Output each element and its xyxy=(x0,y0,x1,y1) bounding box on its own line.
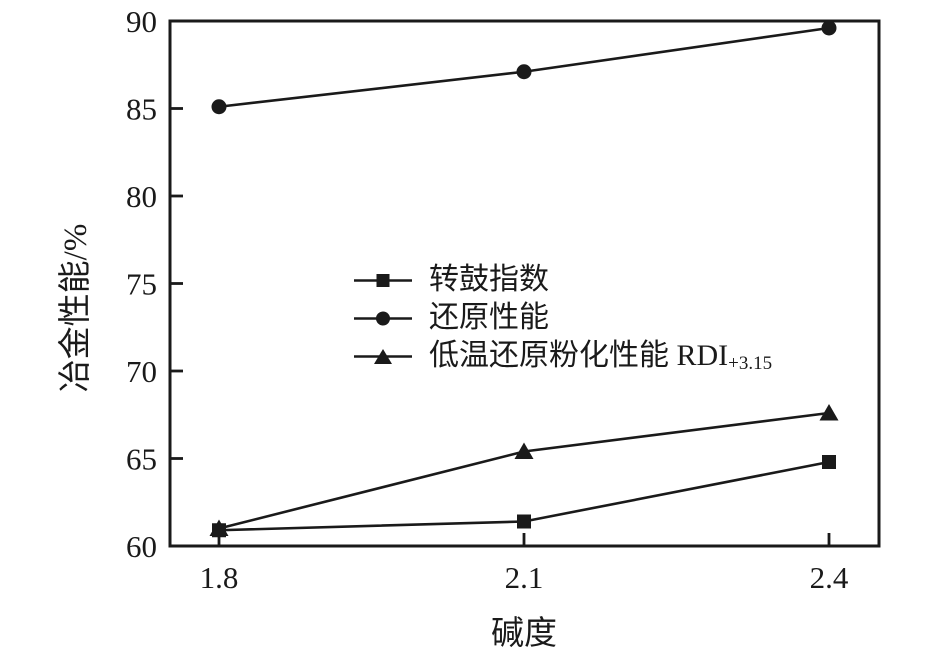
y-tick-label: 70 xyxy=(126,354,157,389)
square-marker-icon xyxy=(354,273,412,287)
circle-marker-icon xyxy=(516,64,532,80)
legend-label: 转鼓指数 xyxy=(429,263,549,296)
y-tick-label: 85 xyxy=(126,92,157,127)
series-line-2 xyxy=(218,411,830,530)
legend: 转鼓指数 还原性能 低温还原粉化性能 RDI +3.15 xyxy=(354,261,772,375)
y-tick-label: 75 xyxy=(126,267,157,302)
legend-label-subscript: +3.15 xyxy=(728,352,773,374)
circle-marker-icon xyxy=(821,20,837,36)
square-marker-icon xyxy=(517,514,531,529)
x-tick-label: 2.1 xyxy=(505,560,544,595)
square-marker-icon xyxy=(822,455,836,469)
y-tick-label: 65 xyxy=(126,442,157,477)
y-tick-label: 80 xyxy=(126,179,157,214)
triangle-marker-icon xyxy=(514,442,534,459)
legend-label: 低温还原粉化性能 RDI xyxy=(429,339,729,372)
legend-item-rdi: 低温还原粉化性能 RDI +3.15 xyxy=(354,337,772,375)
y-axis-label: 冶金性能/% xyxy=(58,223,94,393)
triangle-marker-icon xyxy=(819,404,839,421)
x-tick-label: 1.8 xyxy=(200,560,239,595)
x-tick-label: 2.4 xyxy=(810,560,849,595)
triangle-marker-icon xyxy=(209,519,229,536)
x-axis-label: 碱度 xyxy=(491,616,557,651)
legend-label: 还原性能 xyxy=(429,301,549,334)
triangle-marker-icon xyxy=(354,348,412,364)
legend-item-reducibility: 还原性能 xyxy=(354,299,772,337)
legend-item-drum-index: 转鼓指数 xyxy=(354,261,772,299)
y-tick-label: 90 xyxy=(126,4,157,39)
circle-marker-icon xyxy=(354,311,412,325)
circle-marker-icon xyxy=(211,99,227,115)
y-tick-label: 60 xyxy=(126,529,157,564)
